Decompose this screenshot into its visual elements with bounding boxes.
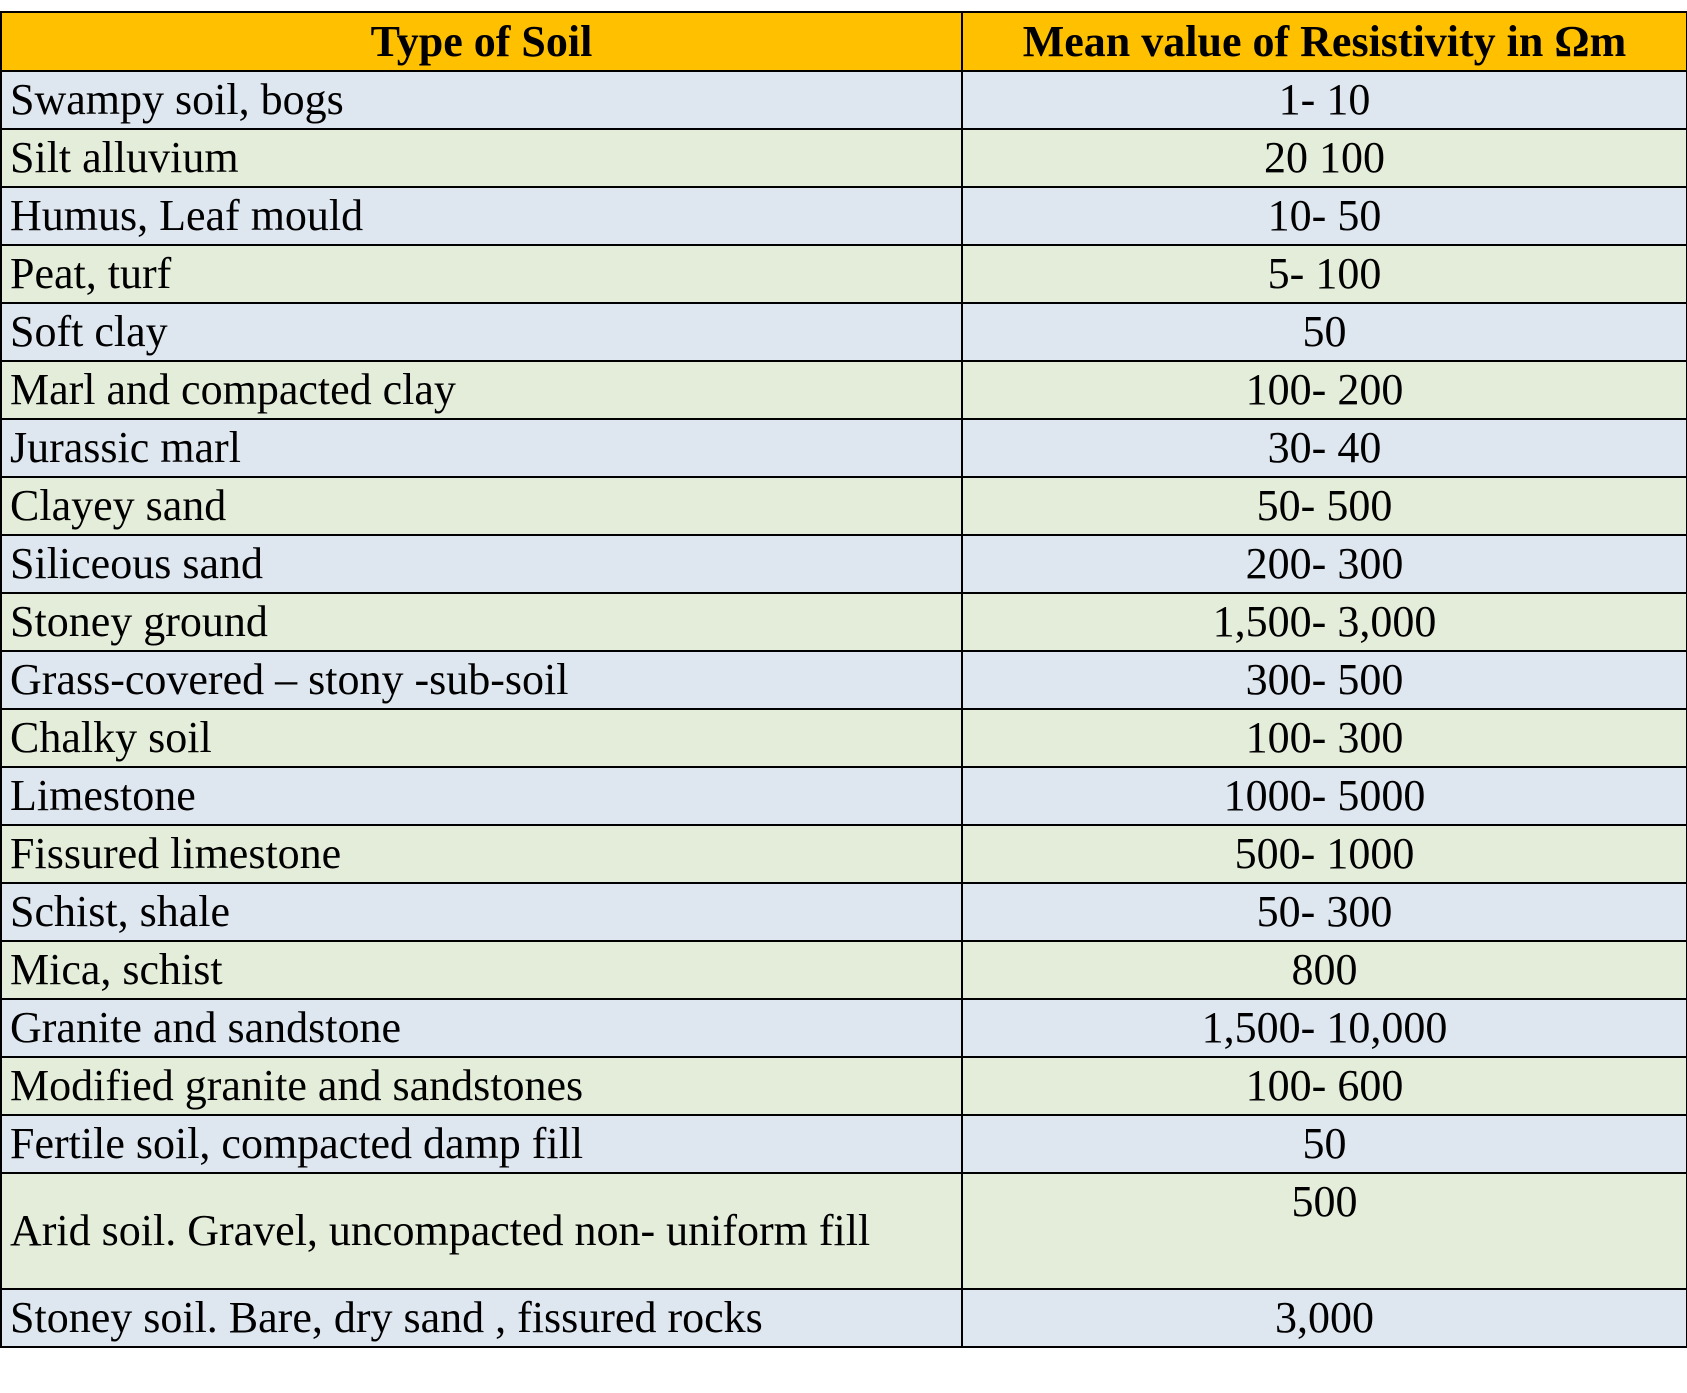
- soil-type-cell: Peat, turf: [0, 244, 963, 304]
- soil-type-cell: Humus, Leaf mould: [0, 186, 963, 246]
- soil-type-cell: Stoney soil. Bare, dry sand , fissured r…: [0, 1288, 963, 1348]
- soil-type-cell: Fertile soil, compacted damp fill: [0, 1114, 963, 1174]
- resistivity-cell: 1000- 5000: [961, 766, 1687, 826]
- soil-type-cell: Granite and sandstone: [0, 998, 963, 1058]
- table-header-row: Type of Soil Mean value of Resistivity i…: [0, 11, 1687, 72]
- table-row: Stoney ground 1,500- 3,000: [0, 592, 1687, 652]
- soil-type-cell: Soft clay: [0, 302, 963, 362]
- table-row: Silt alluvium 20 100: [0, 128, 1687, 188]
- resistivity-cell: 10- 50: [961, 186, 1687, 246]
- soil-type-cell: Stoney ground: [0, 592, 963, 652]
- soil-type-cell: Swampy soil, bogs: [0, 70, 963, 130]
- table-row: Humus, Leaf mould 10- 50: [0, 186, 1687, 246]
- soil-type-cell: Clayey sand: [0, 476, 963, 536]
- resistivity-cell: 1- 10: [961, 70, 1687, 130]
- table-row: Granite and sandstone 1,500- 10,000: [0, 998, 1687, 1058]
- table-row: Limestone 1000- 5000: [0, 766, 1687, 826]
- resistivity-cell: 1,500- 10,000: [961, 998, 1687, 1058]
- resistivity-cell: 500- 1000: [961, 824, 1687, 884]
- resistivity-cell: 100- 300: [961, 708, 1687, 768]
- resistivity-cell: 100- 600: [961, 1056, 1687, 1116]
- table-row: Schist, shale 50- 300: [0, 882, 1687, 942]
- resistivity-cell: 500: [961, 1172, 1687, 1290]
- table-row: Arid soil. Gravel, uncompacted non- unif…: [0, 1172, 1687, 1290]
- resistivity-cell: 50- 500: [961, 476, 1687, 536]
- resistivity-cell: 50: [961, 302, 1687, 362]
- soil-type-cell: Arid soil. Gravel, uncompacted non- unif…: [0, 1172, 963, 1290]
- resistivity-cell: 100- 200: [961, 360, 1687, 420]
- soil-type-cell: Siliceous sand: [0, 534, 963, 594]
- table-row: Swampy soil, bogs 1- 10: [0, 70, 1687, 130]
- resistivity-cell: 300- 500: [961, 650, 1687, 710]
- table-row: Peat, turf 5- 100: [0, 244, 1687, 304]
- table-row: Grass-covered – stony -sub-soil 300- 500: [0, 650, 1687, 710]
- table-row: Mica, schist 800: [0, 940, 1687, 1000]
- table-row: Modified granite and sandstones 100- 600: [0, 1056, 1687, 1116]
- resistivity-cell: 50- 300: [961, 882, 1687, 942]
- resistivity-cell: 1,500- 3,000: [961, 592, 1687, 652]
- soil-type-cell: Fissured limestone: [0, 824, 963, 884]
- resistivity-cell: 3,000: [961, 1288, 1687, 1348]
- soil-type-cell: Grass-covered – stony -sub-soil: [0, 650, 963, 710]
- resistivity-cell: 800: [961, 940, 1687, 1000]
- resistivity-cell: 200- 300: [961, 534, 1687, 594]
- header-mean-resistivity: Mean value of Resistivity in Ωm: [961, 11, 1687, 72]
- table-row: Marl and compacted clay 100- 200: [0, 360, 1687, 420]
- table-row: Fissured limestone 500- 1000: [0, 824, 1687, 884]
- soil-type-cell: Jurassic marl: [0, 418, 963, 478]
- resistivity-cell: 30- 40: [961, 418, 1687, 478]
- soil-type-cell: Silt alluvium: [0, 128, 963, 188]
- soil-type-cell: Mica, schist: [0, 940, 963, 1000]
- header-type-of-soil: Type of Soil: [0, 11, 963, 72]
- soil-type-cell: Chalky soil: [0, 708, 963, 768]
- resistivity-cell: 50: [961, 1114, 1687, 1174]
- table-row: Stoney soil. Bare, dry sand , fissured r…: [0, 1288, 1687, 1348]
- soil-resistivity-table-container: Type of Soil Mean value of Resistivity i…: [0, 11, 1687, 1348]
- table-row: Siliceous sand 200- 300: [0, 534, 1687, 594]
- table-row: Soft clay 50: [0, 302, 1687, 362]
- soil-type-cell: Marl and compacted clay: [0, 360, 963, 420]
- soil-type-cell: Limestone: [0, 766, 963, 826]
- resistivity-cell: 20 100: [961, 128, 1687, 188]
- soil-type-cell: Schist, shale: [0, 882, 963, 942]
- soil-type-cell: Modified granite and sandstones: [0, 1056, 963, 1116]
- table-row: Chalky soil 100- 300: [0, 708, 1687, 768]
- table-row: Clayey sand 50- 500: [0, 476, 1687, 536]
- table-row: Jurassic marl 30- 40: [0, 418, 1687, 478]
- table-row: Fertile soil, compacted damp fill 50: [0, 1114, 1687, 1174]
- resistivity-cell: 5- 100: [961, 244, 1687, 304]
- soil-resistivity-table: Type of Soil Mean value of Resistivity i…: [0, 11, 1687, 1348]
